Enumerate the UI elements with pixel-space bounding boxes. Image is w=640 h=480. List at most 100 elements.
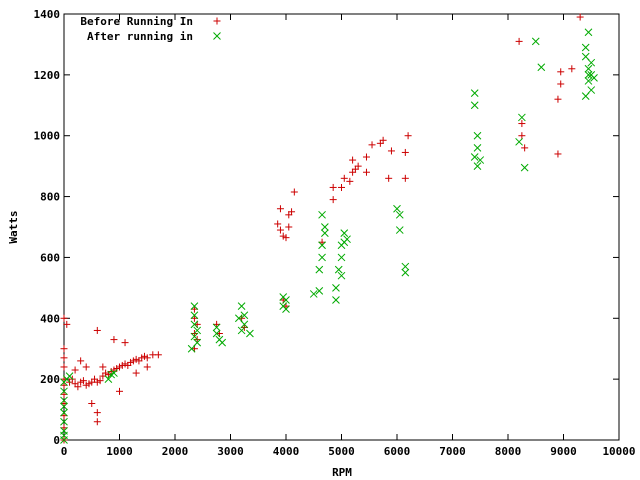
before-running-in-point — [60, 354, 68, 362]
before-running-in-point — [93, 409, 101, 417]
before-running-in-point — [329, 183, 337, 191]
y-tick-label: 1200 — [34, 69, 61, 82]
before-running-in-point — [71, 366, 79, 374]
before-running-in-point — [349, 156, 357, 164]
before-running-in-point — [346, 177, 354, 185]
after-running-in-point — [473, 162, 482, 170]
before-running-in-point — [276, 205, 284, 213]
after-running-in-point — [190, 320, 199, 329]
x-tick-label: 2000 — [162, 445, 189, 458]
before-running-in-point — [576, 13, 584, 21]
before-running-in-point — [340, 174, 348, 182]
before-running-in-point — [518, 120, 526, 128]
after-running-in-point — [193, 326, 202, 335]
after-running-in-point — [318, 210, 326, 219]
before-running-in-point — [60, 424, 68, 432]
before-running-in-point — [213, 320, 221, 328]
before-running-in-point — [110, 336, 118, 344]
after-running-in-point — [320, 223, 329, 231]
after-running-in-point — [60, 431, 68, 440]
legend-marker-after — [213, 32, 221, 40]
before-running-in-point — [385, 174, 393, 182]
before-running-in-point — [282, 234, 290, 242]
after-running-in-point — [332, 284, 340, 292]
data-points — [60, 13, 598, 444]
x-tick-label: 3000 — [217, 445, 244, 458]
after-running-in-point — [395, 226, 404, 234]
y-axis-label: Watts — [7, 210, 20, 243]
before-running-in-point — [518, 132, 526, 140]
after-running-in-point — [315, 265, 324, 274]
x-tick-label: 10000 — [602, 445, 635, 458]
before-running-in-point — [93, 418, 101, 426]
after-running-in-point — [237, 302, 246, 310]
before-running-in-point — [190, 305, 198, 313]
before-running-in-point — [362, 168, 370, 176]
after-running-in-point — [318, 253, 326, 262]
x-tick-label: 9000 — [550, 445, 577, 458]
before-running-in-point — [368, 141, 376, 149]
before-running-in-point — [154, 351, 162, 359]
before-running-in-point — [515, 37, 523, 45]
after-running-in-point — [337, 253, 346, 262]
after-running-in-point — [401, 268, 410, 277]
after-running-in-point — [218, 338, 227, 347]
after-running-in-point — [587, 58, 596, 67]
before-running-in-point — [290, 188, 298, 196]
after-running-in-point — [340, 229, 349, 237]
after-running-in-point — [315, 287, 324, 295]
after-running-in-point — [332, 296, 340, 304]
before-running-in-point — [82, 363, 90, 371]
after-running-in-point — [282, 296, 290, 304]
after-running-in-point — [401, 262, 410, 271]
after-running-in-point — [470, 153, 479, 161]
before-running-in-point — [568, 65, 576, 73]
after-running-in-point — [309, 290, 318, 298]
after-running-in-point — [65, 372, 74, 380]
before-running-in-point — [88, 399, 96, 407]
before-running-in-point — [318, 238, 326, 246]
after-running-in-point — [320, 229, 329, 237]
legend-marker-before — [213, 17, 221, 25]
after-running-in-point — [60, 402, 68, 411]
before-running-in-point — [362, 153, 370, 161]
after-running-in-point — [212, 323, 221, 332]
after-running-in-point — [60, 387, 68, 396]
before-running-in-point — [143, 363, 151, 371]
before-running-in-point — [99, 363, 107, 371]
x-tick-label: 1000 — [106, 445, 133, 458]
before-running-in-point — [276, 226, 284, 234]
after-running-in-point — [237, 326, 246, 335]
y-axis-ticks: 0 200 400 600 800 1000 1200 1400 — [34, 8, 619, 447]
y-tick-label: 1400 — [34, 8, 61, 21]
x-axis-label: RPM — [332, 466, 352, 479]
x-axis-ticks: 0 1000 2000 3000 4000 5000 6000 7000 8000 9000 100… — [61, 14, 636, 458]
before-running-in-point — [338, 183, 345, 191]
after-running-in-point — [531, 37, 540, 46]
x-tick-label: 8000 — [495, 445, 522, 458]
after-running-in-point — [240, 311, 249, 320]
after-running-in-point — [187, 344, 196, 353]
before-running-in-point — [77, 357, 85, 365]
after-running-in-point — [581, 43, 590, 52]
before-running-in-point — [96, 377, 104, 385]
before-running-in-point — [557, 68, 565, 76]
before-running-in-point — [401, 148, 409, 156]
before-running-in-point — [354, 162, 362, 170]
legend-label-before: Before Running In — [80, 15, 193, 28]
after-running-in-point — [110, 369, 118, 377]
after-running-in-point — [537, 63, 546, 72]
y-tick-label: 0 — [53, 434, 60, 447]
before-running-in-point — [274, 220, 282, 228]
after-running-in-point — [234, 314, 243, 323]
before-running-in-point — [521, 144, 529, 152]
before-running-in-point — [557, 80, 565, 88]
before-running-in-point — [143, 354, 151, 362]
after-running-in-point — [590, 74, 598, 82]
y-tick-label: 400 — [40, 312, 60, 325]
x-tick-label: 7000 — [439, 445, 466, 458]
before-running-in-point — [190, 314, 198, 322]
before-running-in-point — [116, 387, 123, 395]
y-tick-label: 1000 — [34, 130, 61, 143]
